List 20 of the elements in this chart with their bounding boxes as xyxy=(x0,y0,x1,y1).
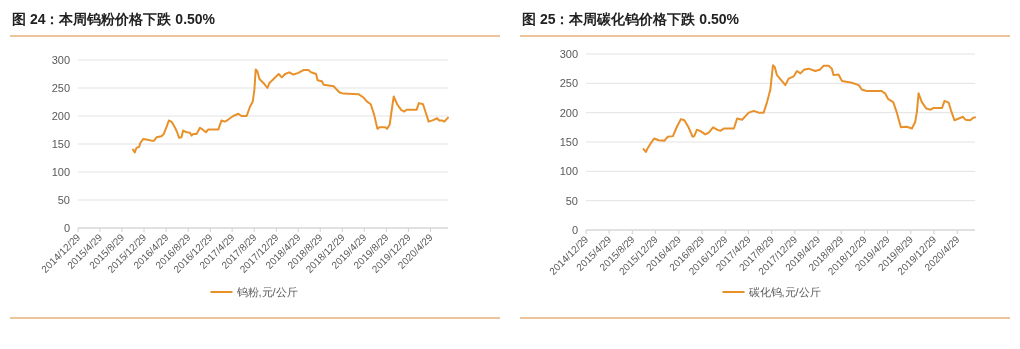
y-tick-label: 300 xyxy=(51,54,70,66)
legend-item: 钨粉,元/公斤 xyxy=(209,286,298,298)
y-tick-label: 150 xyxy=(51,138,70,150)
y-tick-label: 250 xyxy=(51,82,70,94)
chart-title: 图 25：本周碳化钨价格下跌 0.50% xyxy=(522,11,740,27)
y-tick-label: 200 xyxy=(51,110,70,122)
y-tick-label: 150 xyxy=(559,136,578,148)
y-tick-label: 250 xyxy=(559,77,578,90)
y-tick-label: 0 xyxy=(571,224,578,236)
y-tick-label: 50 xyxy=(565,194,578,207)
y-tick-label: 200 xyxy=(559,106,578,119)
legend-label: 碳化钨,元/公斤 xyxy=(747,286,821,298)
y-tick-label: 300 xyxy=(559,48,578,60)
y-tick-label: 50 xyxy=(57,194,70,206)
chart-title: 图 24：本周钨粉价格下跌 0.50% xyxy=(12,11,216,27)
y-tick-label: 100 xyxy=(559,165,578,178)
legend-label: 钨粉,元/公斤 xyxy=(235,286,298,298)
legend-item: 碳化钨,元/公斤 xyxy=(721,286,821,298)
y-tick-label: 100 xyxy=(51,166,70,178)
y-tick-label: 0 xyxy=(63,222,70,234)
